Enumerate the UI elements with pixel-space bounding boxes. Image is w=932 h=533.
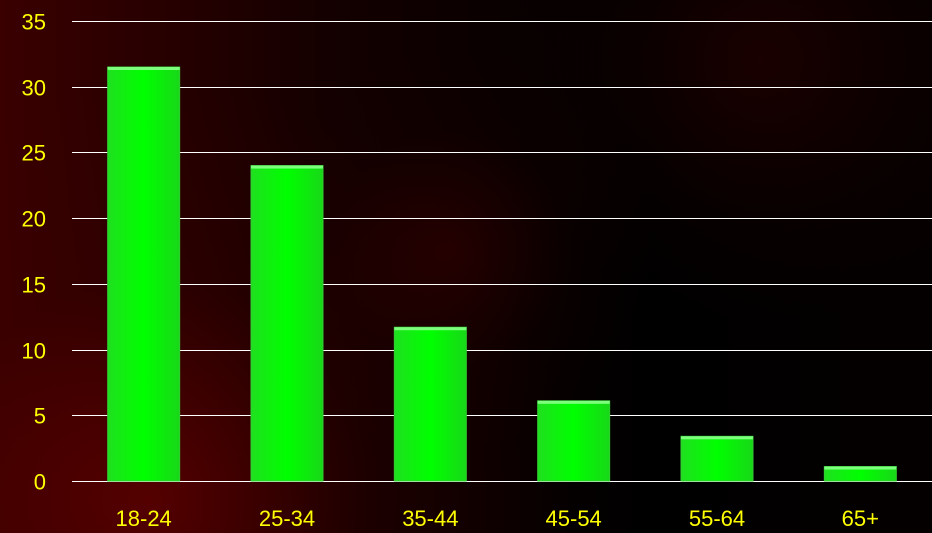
x-tick-label: 55-64: [689, 506, 745, 531]
bar-highlight: [537, 400, 610, 404]
y-axis-tick-labels: 0 5 10 15 20 25 30 35: [22, 10, 46, 495]
y-tick-label: 15: [22, 273, 46, 298]
bars: [107, 66, 897, 482]
x-tick-label: 35-44: [402, 506, 458, 531]
x-tick-label: 25-34: [259, 506, 315, 531]
bar-highlight: [394, 327, 467, 331]
y-tick-label: 25: [22, 141, 46, 166]
y-tick-label: 20: [22, 207, 46, 232]
bar-highlight: [824, 466, 897, 470]
x-tick-label: 65+: [842, 506, 879, 531]
bar-highlight: [681, 436, 753, 440]
y-tick-label: 10: [22, 339, 46, 364]
bar-18-24: [107, 66, 181, 482]
bar-highlight: [251, 165, 323, 169]
y-tick-label: 5: [34, 404, 46, 429]
y-tick-label: 35: [22, 10, 46, 35]
y-tick-label: 30: [22, 76, 46, 101]
gridlines: [72, 21, 932, 482]
x-axis-tick-labels: 18-24 25-34 35-44 45-54 55-64 65+: [116, 506, 879, 531]
bar-25-34: [250, 165, 324, 482]
y-tick-label: 0: [34, 470, 46, 495]
bar-35-44: [393, 326, 467, 482]
bar-55-64: [680, 435, 754, 482]
x-tick-label: 45-54: [546, 506, 602, 531]
bar-45-54: [537, 400, 611, 482]
bar-highlight: [107, 67, 180, 70]
x-tick-label: 18-24: [116, 506, 172, 531]
